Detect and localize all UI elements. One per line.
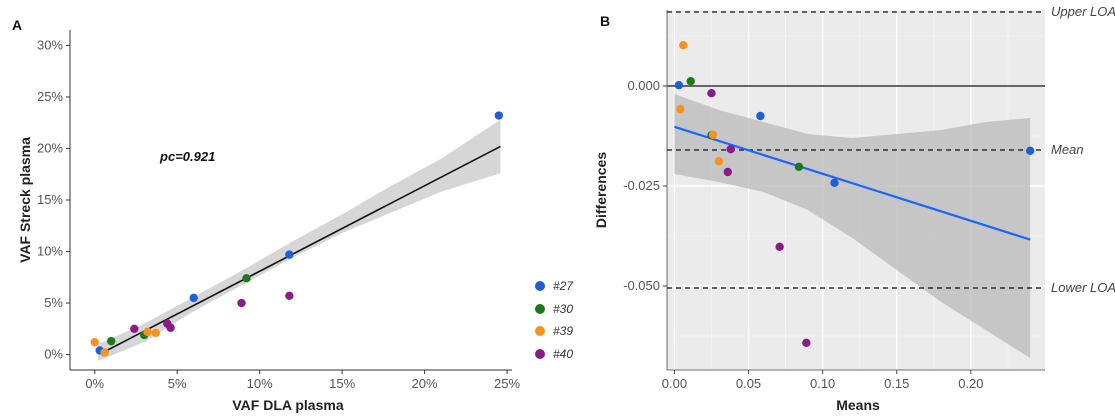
panel-b-point-40: [723, 167, 732, 177]
panel-b-y-tick-label: -0.050: [623, 278, 660, 293]
panel-a-x-tick-label: 5%: [168, 376, 187, 391]
panel-a-point-40: [166, 323, 175, 332]
panel-a-confidence-band: [98, 119, 501, 361]
panel-a-point-40: [237, 298, 246, 308]
panel-a-point-27: [189, 293, 198, 303]
legend-label-39: #39: [553, 324, 573, 338]
panel-a-point-30: [107, 336, 116, 346]
panel-b-x-tick-label: 0.10: [810, 376, 835, 391]
panel-b-x-tick-label: 0.20: [958, 376, 983, 391]
panel-b-point-39: [708, 130, 718, 139]
panel-b-point-27: [830, 178, 839, 187]
panel-b-confidence-band: [674, 94, 1031, 358]
panel-a-plot: 0% 5% 10% 15% 20% 25% 30% 0% 5% 10% 15% 20% 25%: [37, 30, 520, 391]
panel-b-point-39: [676, 105, 685, 114]
panel-a-y-tick-label: 25%: [37, 89, 63, 104]
panel-b-y-tick-label: 0.000: [627, 78, 660, 93]
panel-b-y-tick-label: -0.025: [623, 178, 660, 193]
panel-b-point-40: [726, 145, 735, 154]
panel-b-x-tick-label: 0.00: [662, 376, 687, 391]
panel-a-point-27: [494, 111, 504, 120]
panel-a-point-30: [242, 274, 251, 283]
panel-a-y-axis-title: VAF Streck plasma: [17, 137, 33, 263]
panel-a-x-tick-label: 0%: [85, 376, 104, 391]
panel-b-point-27: [756, 111, 765, 121]
panel-a-x-tick-label: 10%: [247, 376, 273, 391]
panel-a-point-39: [151, 328, 160, 338]
panel-a-point-27: [285, 250, 294, 259]
panel-b-x-tick-label: 0.05: [736, 376, 761, 391]
panel-a-x-tick-label: 15%: [329, 376, 355, 391]
panel-b-x-axis-title: Means: [836, 397, 880, 413]
panel-b-plot: 0.00 0.05 0.10 0.15 0.20 0.000 -0.025 -0.050 Upp…: [623, 4, 1115, 391]
panel-a-fit-line: [102, 145, 501, 354]
legend-marker-30: [535, 304, 545, 314]
panel-a-x-axis-title: VAF DLA plasma: [232, 397, 343, 413]
panel-a-point-39: [100, 348, 109, 357]
panel-a-point-39: [90, 337, 99, 347]
panel-b-point-27: [1025, 146, 1035, 155]
reference-label-lower-loa: Lower LOA: [1051, 280, 1115, 295]
correlation-annotation: pc=0.921: [159, 149, 215, 164]
panel-a-y-tick-label: 20%: [37, 140, 63, 155]
legend-marker-27: [535, 281, 545, 291]
panel-a-point-40: [130, 324, 139, 333]
reference-label-upper-loa: Upper LOA: [1051, 4, 1115, 19]
legend-label-40: #40: [553, 347, 573, 361]
panel-letter-b: B: [600, 13, 610, 29]
panel-b-point-30: [794, 162, 804, 171]
panel-b-x-tick-label: 0.15: [884, 376, 909, 391]
panel-b-point-30: [686, 77, 695, 86]
panel-b-regression-line: [674, 125, 1031, 241]
panel-b-y-axis-title: Differences: [593, 152, 609, 228]
panel-b-point-40: [802, 338, 811, 347]
legend-marker-40: [535, 349, 545, 359]
legend-label-27: #27: [553, 279, 574, 293]
panel-a-y-tick-label: 30%: [37, 37, 63, 52]
panel-a-y-tick-label: 10%: [37, 244, 63, 259]
panel-letter-a: A: [12, 17, 22, 33]
panel-b-point-39: [679, 41, 688, 50]
panel-b-point-40: [707, 89, 716, 98]
legend-label-30: #30: [553, 302, 573, 316]
panel-a-x-tick-label: 25%: [494, 376, 520, 391]
panel-b-point-27: [674, 81, 684, 90]
panel-a-point-40: [285, 291, 294, 301]
panel-a-y-tick-label: 15%: [37, 192, 63, 207]
legend-marker-39: [535, 326, 545, 336]
panel-a-x-tick-label: 20%: [412, 376, 438, 391]
legend: #27 #30 #39 #40: [535, 279, 574, 361]
panel-b-point-40: [775, 242, 784, 251]
panel-a-y-tick-label: 5%: [44, 295, 63, 310]
panel-a-y-tick-label: 0%: [44, 347, 63, 362]
panel-b-point-39: [714, 157, 724, 166]
reference-label-mean: Mean: [1051, 142, 1084, 157]
panel-a-point-39: [143, 327, 152, 337]
